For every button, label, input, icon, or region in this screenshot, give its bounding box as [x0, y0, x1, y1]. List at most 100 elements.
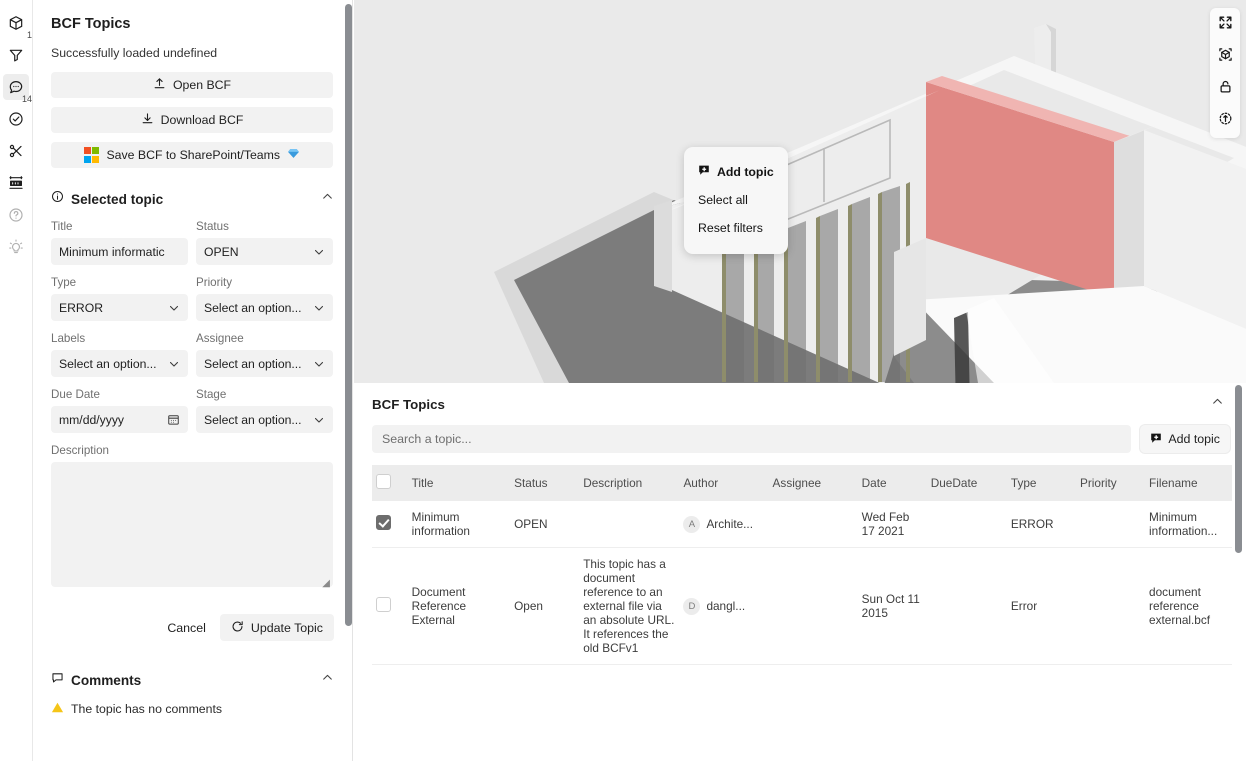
- sidebar-item-bcf-topics[interactable]: 14: [3, 74, 32, 104]
- cell-author-name: Archite...: [706, 517, 753, 531]
- row-checkbox[interactable]: [376, 515, 391, 530]
- column-header-author[interactable]: Author: [679, 465, 769, 501]
- cancel-button[interactable]: Cancel: [165, 617, 208, 639]
- table-scrollbar-thumb[interactable]: [1235, 385, 1242, 553]
- fullscreen-expand-icon-button[interactable]: [1214, 14, 1236, 36]
- column-header-title[interactable]: Title: [407, 465, 511, 501]
- model-cube-badge: 1: [26, 30, 32, 40]
- due-date-input[interactable]: mm/dd/yyyy: [51, 406, 188, 433]
- status-select-value: OPEN: [204, 244, 239, 259]
- viewport-toolbar: [1210, 8, 1240, 138]
- field-stage-label: Stage: [196, 388, 227, 401]
- model-viewport[interactable]: Add topic Select all Reset filters: [354, 0, 1246, 383]
- comments-section-header[interactable]: Comments: [51, 671, 334, 689]
- field-type: Type ERROR: [51, 276, 188, 321]
- selected-topic-title: Selected topic: [71, 191, 164, 207]
- labels-select[interactable]: Select an option...: [51, 350, 188, 377]
- column-header-filename[interactable]: Filename: [1145, 465, 1232, 501]
- type-select-value: ERROR: [59, 300, 104, 315]
- comment-icon: [51, 671, 64, 689]
- model-cube-icon-button[interactable]: 1: [3, 10, 32, 40]
- row-select-cell: [372, 547, 408, 665]
- table-row[interactable]: Minimum information OPEN A Archite... We…: [372, 501, 1232, 548]
- lock-icon: [1218, 79, 1233, 99]
- filter-funnel-icon-button[interactable]: [3, 42, 29, 68]
- assignee-select[interactable]: Select an option...: [196, 350, 333, 377]
- field-assignee-label: Assignee: [196, 332, 244, 345]
- download-bcf-button[interactable]: Download BCF: [51, 107, 333, 133]
- help-circle-icon-button[interactable]: [3, 202, 29, 228]
- title-input[interactable]: Minimum informatic: [51, 238, 188, 265]
- type-select[interactable]: ERROR: [51, 294, 188, 321]
- scissors-clip-icon-button[interactable]: [3, 138, 29, 164]
- open-bcf-label: Open BCF: [172, 78, 232, 92]
- select-all-checkbox[interactable]: [376, 474, 391, 489]
- cell-status: Open: [510, 547, 580, 665]
- add-topic-button-label: Add topic: [1168, 432, 1220, 446]
- measure-ruler-icon: [8, 175, 24, 191]
- cell-assignee: [768, 547, 858, 665]
- save-bcf-sharepoint-button[interactable]: Save BCF to SharePoint/Teams: [51, 142, 333, 168]
- bcf-topics-table: Title Status Description Author Assignee…: [372, 465, 1232, 665]
- orbit-pivot-icon-button[interactable]: [1214, 110, 1236, 132]
- building-model-3d: [354, 0, 1246, 383]
- chevron-down-icon: [168, 302, 180, 314]
- comments-title: Comments: [71, 672, 142, 688]
- field-title: Title Minimum informatic: [51, 220, 188, 265]
- cell-filename: Minimum information...: [1145, 501, 1232, 548]
- description-textarea[interactable]: [51, 462, 333, 587]
- chevron-up-icon[interactable]: [1211, 395, 1224, 413]
- priority-select[interactable]: Select an option...: [196, 294, 333, 321]
- cell-filename: document reference external.bcf: [1145, 547, 1232, 665]
- search-input[interactable]: [372, 425, 1132, 453]
- stage-select[interactable]: Select an option...: [196, 406, 333, 433]
- selected-topic-section-header[interactable]: Selected topic: [51, 190, 334, 208]
- calendar-icon[interactable]: [167, 413, 180, 426]
- lightbulb-icon: [8, 239, 24, 255]
- row-checkbox[interactable]: [376, 597, 391, 612]
- context-menu-add-topic[interactable]: Add topic: [684, 157, 788, 186]
- avatar: D: [683, 597, 701, 615]
- title-input-value: Minimum informatic: [59, 244, 165, 259]
- column-header-status[interactable]: Status: [510, 465, 580, 501]
- focus-object-icon: [1218, 47, 1233, 67]
- context-menu-select-all[interactable]: Select all: [684, 186, 788, 214]
- status-select[interactable]: OPEN: [196, 238, 333, 265]
- column-header-type[interactable]: Type: [1006, 465, 1076, 501]
- update-topic-button[interactable]: Update Topic: [219, 614, 334, 641]
- measure-ruler-icon-button[interactable]: [3, 170, 29, 196]
- field-status: Status OPEN: [196, 220, 333, 265]
- open-bcf-button[interactable]: Open BCF: [51, 72, 333, 98]
- lock-icon-button[interactable]: [1214, 78, 1236, 100]
- chevron-down-icon: [313, 358, 325, 370]
- save-bcf-sharepoint-label: Save BCF to SharePoint/Teams: [106, 148, 281, 162]
- panel-scrollbar-thumb[interactable]: [345, 4, 352, 626]
- check-circle-icon-button[interactable]: [3, 106, 29, 132]
- cell-title: Minimum information: [407, 501, 511, 548]
- bcf-topics-table-panel: BCF Topics Add topic: [354, 383, 1246, 761]
- column-header-date[interactable]: Date: [857, 465, 927, 501]
- download-icon: [141, 112, 154, 128]
- chevron-up-icon[interactable]: [321, 671, 334, 689]
- table-row[interactable]: Document Reference External Open This to…: [372, 547, 1232, 665]
- field-assignee: Assignee Select an option...: [196, 332, 333, 377]
- chevron-down-icon: [313, 414, 325, 426]
- chevron-up-icon[interactable]: [321, 190, 334, 208]
- field-title-label: Title: [51, 220, 73, 233]
- context-menu-reset-filters[interactable]: Reset filters: [684, 214, 788, 242]
- add-topic-button[interactable]: Add topic: [1140, 425, 1230, 453]
- check-circle-icon: [8, 111, 24, 127]
- cell-assignee: [768, 501, 858, 548]
- column-header-duedate[interactable]: DueDate: [926, 465, 1007, 501]
- field-type-label: Type: [51, 276, 77, 289]
- fullscreen-expand-icon: [1218, 15, 1233, 35]
- cell-author: A Archite...: [679, 501, 769, 548]
- avatar: A: [683, 515, 701, 533]
- column-header-description[interactable]: Description: [579, 465, 680, 501]
- lightbulb-icon-button[interactable]: [3, 234, 29, 260]
- add-topic-icon: [698, 164, 710, 179]
- model-cube-icon: [8, 15, 24, 31]
- column-header-assignee[interactable]: Assignee: [768, 465, 858, 501]
- focus-object-icon-button[interactable]: [1214, 46, 1236, 68]
- column-header-priority[interactable]: Priority: [1075, 465, 1146, 501]
